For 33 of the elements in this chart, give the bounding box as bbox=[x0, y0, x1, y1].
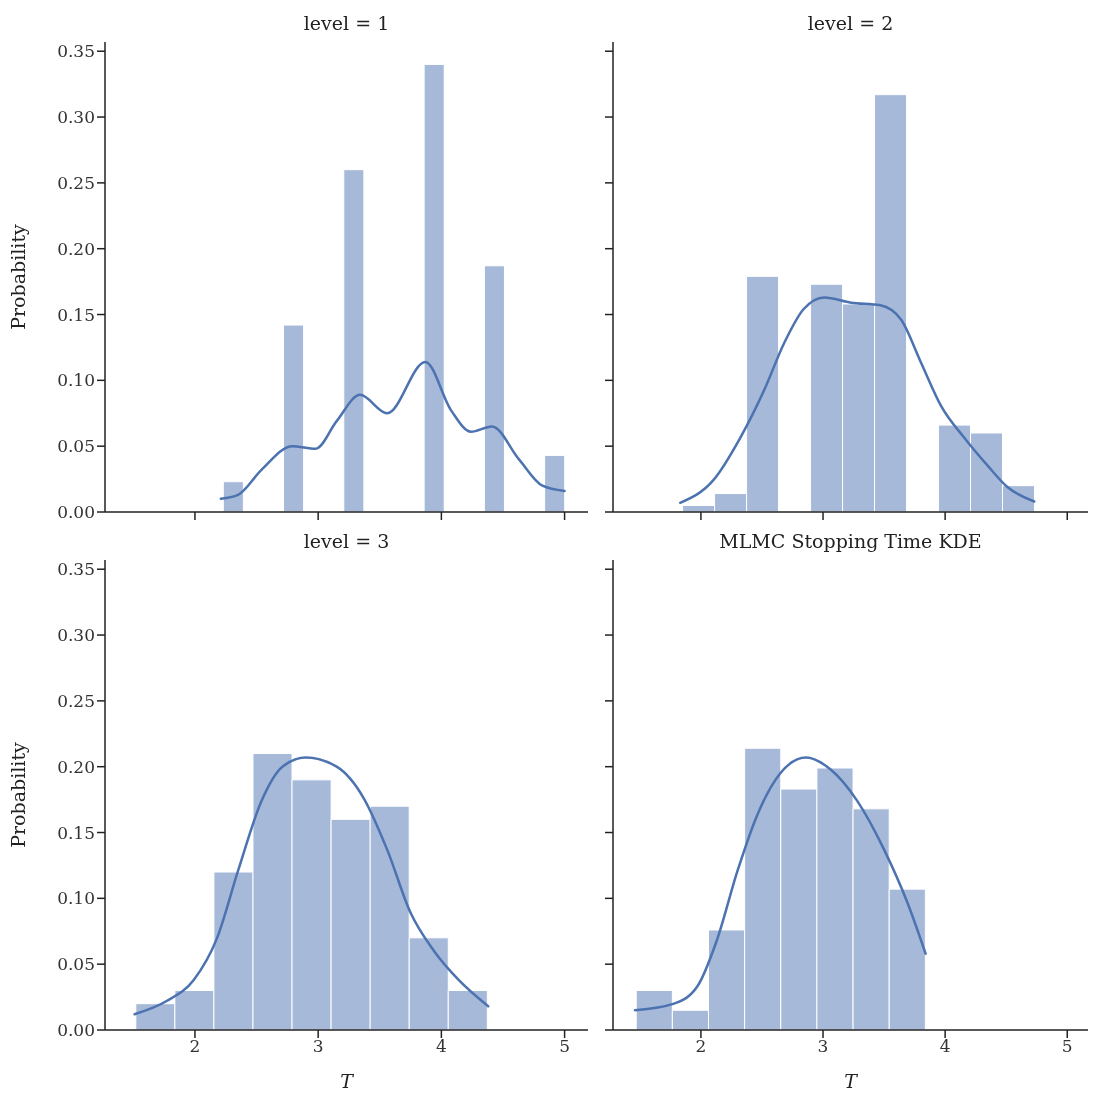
x-tick-label: 4 bbox=[435, 1036, 447, 1057]
x-tick-label: 2 bbox=[695, 1036, 707, 1057]
y-tick-label: 0.35 bbox=[57, 41, 95, 62]
y-tick-label: 0.25 bbox=[57, 172, 95, 193]
x-tick-label: 4 bbox=[939, 1036, 951, 1057]
y-axis-title: Probability bbox=[6, 223, 29, 330]
y-tick-label: 0.10 bbox=[57, 888, 95, 909]
y-tick-label: 0.20 bbox=[57, 238, 95, 259]
y-tick-label: 0.30 bbox=[57, 107, 95, 128]
x-tick-label: 5 bbox=[1061, 1036, 1073, 1057]
y-tick-label: 0.35 bbox=[57, 559, 95, 580]
chart-title: level = 3 bbox=[302, 530, 391, 552]
x-tick-label: 3 bbox=[312, 1036, 324, 1057]
y-tick-label: 0.30 bbox=[57, 625, 95, 646]
y-tick-label: 0.00 bbox=[57, 502, 95, 523]
y-axis-title: Probability bbox=[6, 741, 29, 848]
x-tick-label: 2 bbox=[189, 1036, 201, 1057]
x-tick-label: 3 bbox=[817, 1036, 829, 1057]
y-tick-label: 0.05 bbox=[57, 436, 95, 457]
y-tick-label: 0.20 bbox=[57, 756, 95, 777]
y-tick-label: 0.15 bbox=[57, 822, 95, 843]
y-tick-label: 0.10 bbox=[57, 370, 95, 391]
chart-title: level = 2 bbox=[806, 12, 895, 34]
y-tick-label: 0.00 bbox=[57, 1020, 95, 1041]
x-axis-title: T bbox=[340, 1070, 355, 1092]
chart-title: level = 1 bbox=[302, 12, 391, 34]
x-axis-title: T bbox=[844, 1070, 859, 1092]
y-tick-label: 0.25 bbox=[57, 690, 95, 711]
line-series bbox=[219, 360, 566, 501]
y-tick-label: 0.05 bbox=[57, 954, 95, 975]
x-tick-label: 5 bbox=[559, 1036, 570, 1057]
y-tick-label: 0.15 bbox=[57, 304, 95, 325]
chart-title: MLMC Stopping Time KDE bbox=[718, 530, 983, 552]
